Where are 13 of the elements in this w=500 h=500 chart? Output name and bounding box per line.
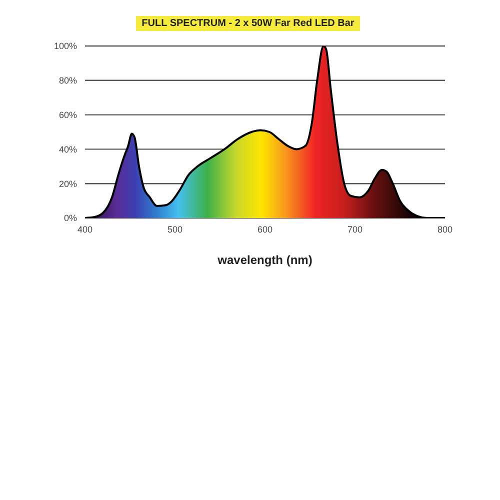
y-tick-label: 100% — [54, 41, 77, 52]
y-tick-label: 40% — [58, 144, 77, 154]
y-tick-label: 80% — [58, 76, 77, 86]
y-tick-label: 20% — [58, 178, 77, 189]
y-tick-label: 0% — [64, 213, 77, 224]
x-tick-label: 600 — [257, 224, 273, 234]
x-axis-title: wavelength (nm) — [216, 253, 312, 267]
chart-title: FULL SPECTRUM - 2 x 50W Far Red LED Bar — [136, 16, 360, 30]
x-tick-label: 700 — [347, 224, 363, 234]
x-tick-label: 500 — [167, 224, 183, 234]
x-tick-label: 400 — [77, 224, 93, 234]
y-tick-label: 60% — [58, 110, 77, 120]
x-tick-label: 800 — [437, 224, 453, 234]
